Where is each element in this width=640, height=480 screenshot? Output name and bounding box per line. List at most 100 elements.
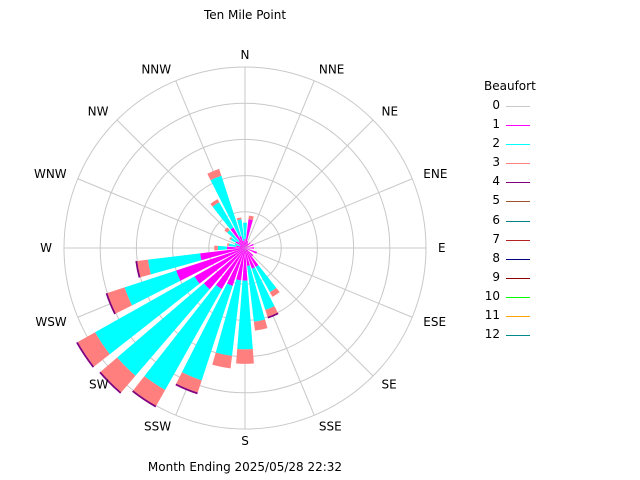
direction-label-sse: SSE: [319, 419, 342, 433]
legend-swatch: [506, 106, 530, 107]
direction-label-nne: NNE: [319, 63, 345, 77]
petal-213.75-beaufort-3: [133, 376, 166, 406]
direction-label-e: E: [438, 241, 446, 255]
legend-item-9: 9: [484, 270, 624, 289]
petal-258.75-beaufort-2: [147, 253, 202, 275]
petal-303.75-beaufort-1: [235, 241, 245, 248]
petal-191.25-beaufort-2: [215, 279, 242, 356]
legend-swatch: [506, 316, 530, 318]
direction-label-wnw: WNW: [34, 167, 67, 181]
petal-270-beaufort-3: [214, 245, 218, 251]
petal-0-beaufort-1: [244, 238, 246, 248]
legend-swatch: [506, 258, 530, 260]
petal-11.25-beaufort-1: [245, 219, 253, 248]
legend-swatch: [506, 220, 530, 222]
legend-label: 0: [492, 98, 500, 112]
direction-label-s: S: [241, 434, 249, 448]
petal-292.5-beaufort-2: [234, 243, 241, 247]
legend-item-3: 3: [484, 155, 624, 174]
petal-236.25-beaufort-1: [194, 248, 245, 284]
direction-label-n: N: [241, 48, 250, 62]
legend-label: 3: [492, 155, 500, 170]
legend-label: 5: [492, 193, 500, 208]
petal-315-beaufort-1: [238, 241, 245, 248]
petal-247.5-beaufort-2: [124, 270, 181, 306]
grid-spoke-ese: [244, 247, 413, 318]
petal-258.75-beaufort-3: [137, 259, 151, 278]
petal-202.5-beaufort-2: [181, 283, 233, 381]
petal-348.75-beaufort-2: [237, 219, 245, 242]
petal-292.5-beaufort-1: [239, 245, 245, 248]
petal-281.25-beaufort-1: [236, 245, 245, 248]
petal-180-beaufort-2: [237, 280, 253, 350]
direction-label-nnw: NNW: [141, 63, 171, 77]
petal-157.5-beaufort-1: [245, 248, 255, 269]
petal-225-beaufort-4: [99, 371, 122, 394]
legend-item-10: 10: [484, 289, 624, 308]
petal-247.5-beaufort-1: [176, 248, 245, 281]
petal-348.75-beaufort-3: [236, 217, 242, 221]
petal-33.75-beaufort-1: [245, 243, 249, 248]
legend-label: 2: [492, 136, 500, 151]
petal-202.5-beaufort-4: [175, 383, 198, 395]
legend-swatch: [506, 239, 530, 241]
legend-item-8: 8: [484, 251, 624, 270]
petal-337.5-beaufort-3: [207, 168, 222, 181]
petal-303.75-beaufort-2: [230, 237, 237, 243]
petal-337.5-beaufort-2: [210, 175, 242, 237]
petal-315-beaufort-3: [224, 227, 230, 233]
petal-281.25-beaufort-2: [228, 243, 237, 247]
petal-146.25-beaufort-3: [269, 287, 280, 297]
legend-label: 6: [492, 212, 500, 227]
petal-236.25-beaufort-3: [77, 332, 110, 367]
petal-22.5-beaufort-1: [245, 241, 249, 248]
petal-157.5-beaufort-3: [265, 306, 278, 317]
legend-item-11: 11: [484, 308, 624, 327]
wind-petals: [76, 168, 280, 408]
petal-270-beaufort-1: [226, 246, 245, 250]
legend-item-5: 5: [484, 193, 624, 212]
petal-168.75-beaufort-1: [245, 248, 250, 266]
petal-303.75-beaufort-3: [229, 236, 233, 241]
legend-label: 9: [492, 269, 500, 284]
legend-title: Beaufort: [484, 79, 536, 93]
petal-11.25-beaufort-3: [248, 215, 254, 221]
petal-112.5-beaufort-1: [245, 248, 258, 254]
legend-label: 4: [492, 174, 500, 189]
petal-225-beaufort-3: [100, 357, 136, 393]
legend-item-4: 4: [484, 174, 624, 193]
petal-213.75-beaufort-1: [215, 248, 245, 290]
petal-146.25-beaufort-1: [245, 248, 259, 267]
petal-225-beaufort-2: [117, 283, 210, 376]
legend-label: 1: [492, 117, 500, 132]
petal-326.25-beaufort-3: [210, 199, 220, 207]
legend-swatch: [506, 277, 530, 279]
direction-label-sw: SW: [89, 377, 109, 391]
petal-180-beaufort-3: [236, 349, 254, 364]
direction-label-ssw: SSW: [144, 419, 171, 433]
grid-spoke-ene: [244, 178, 413, 249]
chart-title: Ten Mile Point: [203, 8, 287, 22]
legend-item-0: 0: [484, 98, 624, 117]
direction-label-ne: NE: [381, 105, 398, 119]
petal-236.25-beaufort-4: [76, 342, 95, 368]
petal-180-beaufort-1: [242, 248, 248, 281]
legend-label: 8: [492, 250, 500, 265]
petal-247.5-beaufort-3: [107, 287, 133, 314]
legend-swatch: [506, 296, 530, 298]
petal-258.75-beaufort-1: [200, 248, 245, 261]
petal-157.5-beaufort-4: [267, 312, 279, 319]
petal-0-beaufort-2: [243, 222, 247, 239]
petal-213.75-beaufort-2: [144, 285, 222, 390]
petal-45-beaufort-1: [245, 242, 251, 248]
legend-swatch: [506, 144, 530, 146]
legend-swatch: [506, 201, 530, 203]
petal-270-beaufort-2: [217, 245, 227, 251]
legend-swatch: [506, 163, 530, 165]
petal-281.25-beaufort-3: [227, 243, 230, 247]
petal-326.25-beaufort-1: [230, 227, 245, 248]
grid-spoke-se: [244, 247, 374, 377]
legend-label: 10: [484, 288, 500, 303]
grid-spoke-nw: [116, 119, 246, 249]
